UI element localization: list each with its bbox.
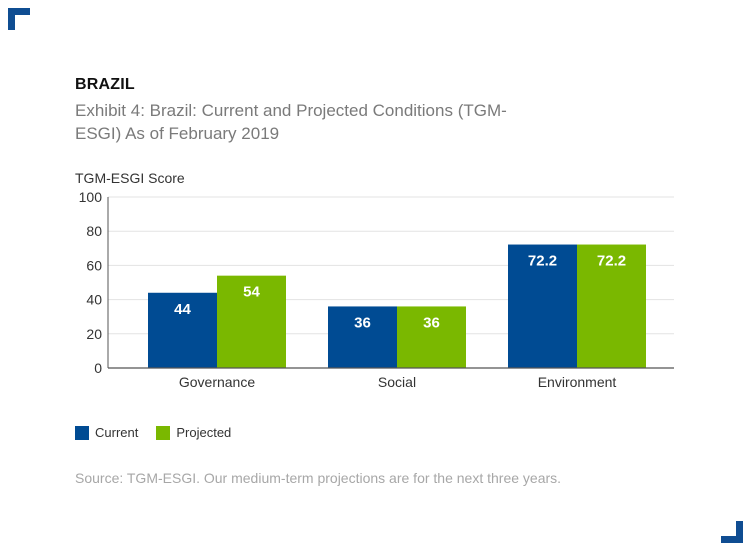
bar-projected-social <box>397 306 466 368</box>
data-label: 72.2 <box>528 253 557 270</box>
data-label: 54 <box>243 284 260 301</box>
legend-label-projected: Projected <box>176 425 232 440</box>
y-tick-label: 40 <box>86 292 102 308</box>
x-tick-label: Environment <box>538 374 617 390</box>
y-tick-label: 80 <box>86 223 102 239</box>
data-label: 36 <box>423 314 440 331</box>
bar-projected-governance <box>217 275 286 368</box>
y-axis-label: TGM-ESGI Score <box>75 170 185 186</box>
region-label: BRAZIL <box>75 76 135 93</box>
x-tick-label: Governance <box>179 374 255 390</box>
legend-swatch-current <box>75 425 89 440</box>
y-tick-label: 60 <box>86 257 102 273</box>
corner-bracket-top-left-icon <box>8 8 30 30</box>
x-tick-label: Social <box>378 374 416 390</box>
y-tick-label: 100 <box>79 189 103 205</box>
bar-current-environment <box>508 244 577 368</box>
legend-swatch-projected <box>156 425 171 440</box>
chart-title: Exhibit 4: Brazil: Current and Projected… <box>75 101 507 143</box>
legend-label-current: Current <box>95 425 139 440</box>
legend-item-projected: Projected <box>156 425 231 440</box>
bar-projected-environment <box>577 244 646 368</box>
y-tick-label: 20 <box>86 326 102 342</box>
corner-bracket-bottom-right-icon <box>721 521 743 543</box>
data-label: 44 <box>174 301 191 318</box>
bar-current-social <box>328 306 397 368</box>
data-label: 72.2 <box>597 253 626 270</box>
bar-current-governance <box>148 292 217 368</box>
chart-legend: Current Projected <box>75 425 249 440</box>
source-note: Source: TGM-ESGI. Our medium-term projec… <box>75 470 562 486</box>
data-label: 36 <box>354 314 371 331</box>
legend-item-current: Current <box>75 425 138 440</box>
y-tick-label: 0 <box>94 360 102 376</box>
